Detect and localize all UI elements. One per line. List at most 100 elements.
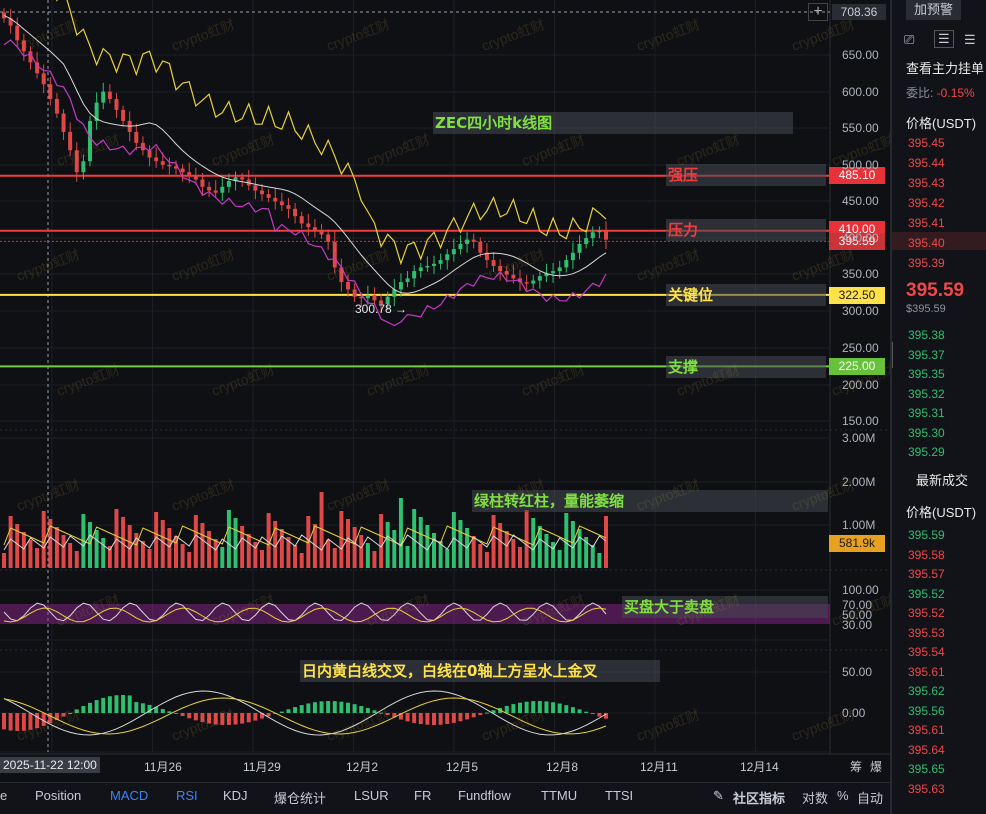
trade-row: 395.56 (908, 703, 945, 718)
asks-mode-icon[interactable]: ☰ (934, 30, 954, 48)
candle-body (498, 265, 503, 272)
macd-histogram-bar (385, 713, 390, 716)
volume-bar (451, 512, 456, 568)
volume-bar (61, 535, 66, 568)
candle-body (346, 282, 350, 290)
book-mode-icon[interactable]: ⎚ (904, 32, 915, 47)
add-alert-button[interactable]: 加预警 (906, 0, 962, 20)
axis-tick-label: 250.00 (842, 341, 879, 355)
volume-bar (68, 543, 73, 568)
percent-toggle[interactable]: % (837, 788, 849, 803)
time-label: 12月5 (446, 760, 479, 774)
candle-body (537, 276, 542, 281)
candle-body (121, 109, 126, 121)
volume-bar (200, 523, 205, 568)
volume-bar (54, 527, 59, 568)
auto-scale-toggle[interactable]: 自动 (857, 791, 884, 806)
volume-bar (279, 529, 284, 568)
tab-ttmu[interactable]: TTMU (541, 788, 578, 803)
candle-body (147, 150, 152, 158)
candle-body (379, 300, 384, 305)
tab-position[interactable]: Position (35, 788, 82, 803)
candle-body (352, 289, 357, 297)
volume-bar (127, 525, 132, 568)
candle-body (372, 295, 377, 301)
volume-bar (346, 519, 350, 568)
bid-row[interactable]: 395.29 (908, 445, 945, 459)
ask-row[interactable]: 395.43 (908, 176, 945, 190)
key-level-tag: 322.50 (829, 287, 885, 304)
macd-histogram-bar (48, 713, 53, 724)
tab-fr[interactable]: FR (414, 788, 432, 803)
bid-row[interactable]: 395.32 (908, 386, 945, 401)
macd-histogram-bar (372, 710, 377, 713)
bid-row[interactable]: 395.35 (908, 367, 945, 381)
chart-area[interactable]: + 708.36 ZEC四小时k线图 强压 压力 关键位 支撑 绿柱转红柱，量能… (0, 0, 897, 814)
axis-tick-label: 350.00 (842, 267, 879, 281)
volume-bar (557, 550, 562, 568)
ratio-title: 委比: (906, 86, 934, 100)
candle-body (451, 249, 456, 255)
macd-histogram-bar (266, 713, 271, 717)
macd-histogram-bar (352, 704, 357, 713)
volume-bar (498, 523, 503, 568)
axis-tick-label: 2.00M (842, 475, 876, 489)
bids-mode-icon[interactable]: ☰ (964, 32, 976, 47)
volume-bar (471, 536, 476, 568)
axis-tick-label: 3.00M (842, 431, 876, 445)
volume-bar (319, 492, 324, 568)
book-price-header: 价格(USDT) (906, 116, 977, 131)
ask-row[interactable]: 395.44 (908, 156, 945, 170)
candle-body (504, 271, 509, 275)
macd-histogram-bar (134, 702, 139, 713)
bid-row[interactable]: 395.38 (908, 328, 945, 342)
bid-row[interactable]: 395.30 (908, 425, 945, 440)
bid-row[interactable]: 395.31 (908, 406, 945, 420)
tab-liquidation[interactable]: 爆仓统计 (274, 791, 327, 806)
tab-kdj[interactable]: KDJ (223, 788, 248, 803)
ask-row[interactable]: 395.45 (908, 136, 945, 150)
volume-bar (154, 512, 159, 568)
main-orders-link[interactable]: 查看主力挂单 (906, 61, 985, 76)
tab-e[interactable]: e (0, 788, 8, 803)
volume-bar (226, 510, 231, 568)
macd-histogram-bar (279, 711, 284, 713)
volume-bar (273, 521, 278, 568)
tab-lsur[interactable]: LSUR (354, 788, 389, 803)
volume-bar (372, 551, 377, 568)
candle-body (68, 131, 73, 151)
macd-histogram-bar (491, 710, 496, 713)
bid-row[interactable]: 395.37 (908, 347, 945, 362)
volume-bar (438, 541, 443, 568)
macd-histogram-bar (451, 713, 456, 723)
macd-histogram-bar (28, 713, 33, 730)
volume-bar (359, 535, 364, 568)
axis-tick-label: 30.00 (842, 618, 873, 632)
candle-body (180, 168, 185, 173)
edit-icon[interactable]: ✎ (713, 788, 724, 803)
chip-button[interactable]: 筹 (850, 760, 863, 774)
ask-row[interactable]: 395.39 (908, 256, 945, 270)
tab-fundflow[interactable]: Fundflow (458, 788, 511, 803)
volume-bar (385, 522, 390, 568)
macd-histogram-bar (81, 705, 86, 713)
scroll-handle[interactable] (892, 342, 893, 368)
macd-histogram-bar (484, 712, 489, 714)
macd-line (3, 690, 607, 736)
candle-body (604, 230, 608, 240)
ask-highlight (892, 232, 986, 250)
community-indicators[interactable]: 社区指标 (733, 791, 786, 806)
ask-row[interactable]: 395.41 (908, 216, 945, 230)
tab-ttsi[interactable]: TTSI (605, 788, 634, 803)
liquidation-button[interactable]: 爆 (870, 760, 883, 774)
log-scale-toggle[interactable]: 对数 (802, 791, 829, 806)
ask-row[interactable]: 395.40 (908, 236, 945, 250)
candle-body (471, 239, 476, 242)
add-indicator-button[interactable]: + (808, 3, 828, 21)
macd-histogram-bar (326, 701, 331, 713)
volume-bar (352, 527, 357, 568)
trade-row: 395.52 (908, 606, 945, 620)
tab-macd[interactable]: MACD (110, 788, 149, 803)
tab-rsi[interactable]: RSI (176, 788, 198, 803)
ask-row[interactable]: 395.42 (908, 196, 945, 210)
